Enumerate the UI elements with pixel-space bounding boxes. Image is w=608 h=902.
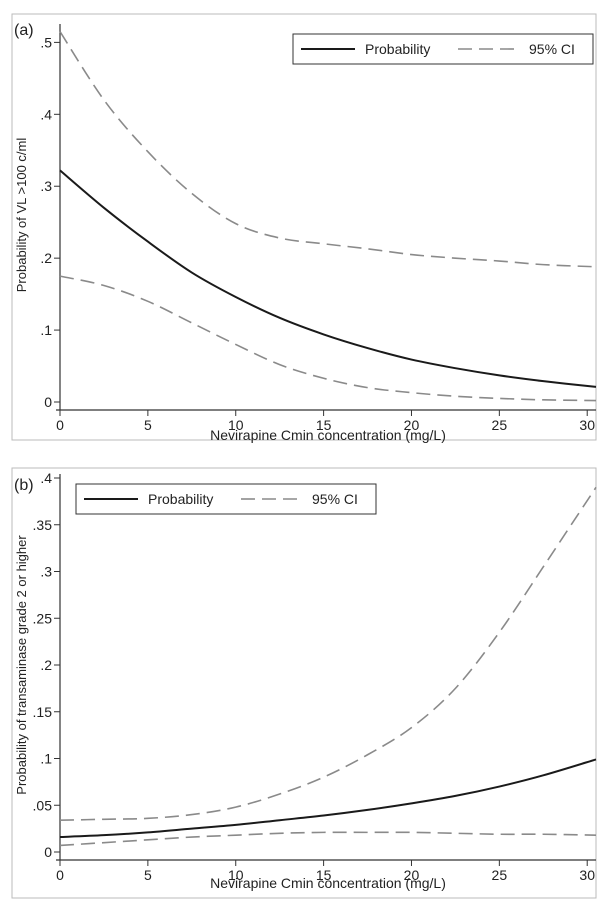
y-tick-label: .3 [40, 178, 52, 194]
x-tick-label: 5 [144, 867, 152, 883]
y-tick-label: .35 [33, 517, 53, 533]
x-tick-label: 20 [404, 867, 420, 883]
legend-label-probability: Probability [365, 41, 430, 57]
series-line-probability [59, 758, 597, 839]
y-tick-label: .4 [40, 470, 52, 486]
x-tick-label: 30 [579, 867, 595, 883]
y-tick-label: 0 [44, 844, 52, 860]
x-tick-label: 25 [492, 867, 508, 883]
series-line-ci-lower [59, 275, 597, 402]
x-tick-label: 10 [228, 417, 244, 433]
legend-box [292, 33, 594, 65]
x-axis-title: Nevirapine Cmin concentration (mg/L) [210, 427, 446, 443]
y-tick-label: .25 [33, 610, 53, 626]
panel-label: (a) [14, 22, 34, 39]
x-tick-label: 0 [56, 867, 64, 883]
legend: Probability 95% CI [75, 483, 377, 515]
x-axis-title: Nevirapine Cmin concentration (mg/L) [210, 875, 446, 891]
x-tick-label: 0 [56, 417, 64, 433]
panel-label: (b) [14, 477, 34, 494]
x-tick-label: 10 [228, 867, 244, 883]
y-axis-title: Probability of VL >100 c/ml [14, 138, 29, 293]
x-tick-label: 15 [316, 867, 332, 883]
panel-frame [11, 467, 597, 899]
y-tick-label: .4 [40, 106, 52, 122]
chart-panel-b: 0 .05 .1 .15 .2 .25 .3 .35 .4 0 5 10 15 20 25 30 Nevirap… [11, 467, 597, 899]
x-tick-label: 20 [404, 417, 420, 433]
y-tick-label: .2 [40, 657, 52, 673]
y-tick-label: .5 [40, 34, 52, 50]
y-tick-label: .2 [40, 250, 52, 266]
y-tick-label: .1 [40, 751, 52, 767]
y-axis-title: Probability of transaminase grade 2 or h… [14, 535, 29, 795]
y-tick-label: .15 [33, 704, 53, 720]
y-tick-label: .1 [40, 322, 52, 338]
legend: Probability 95% CI [292, 33, 594, 65]
series-line-probability [59, 169, 597, 388]
legend-label-ci: 95% CI [529, 41, 575, 57]
y-tick-label: .3 [40, 564, 52, 580]
series-line-ci-upper [59, 31, 597, 268]
x-tick-label: 15 [316, 417, 332, 433]
series-line-ci-lower [59, 831, 597, 847]
legend-label-ci: 95% CI [312, 491, 358, 507]
panel-frame [11, 13, 597, 441]
y-tick-label: .05 [33, 797, 53, 813]
y-tick-label: 0 [44, 394, 52, 410]
x-tick-label: 30 [579, 417, 595, 433]
chart-panel-a: 0 .1 .2 .3 .4 .5 0 5 10 15 20 25 30 Nevirapine Cmin c… [11, 13, 597, 443]
x-tick-label: 5 [144, 417, 152, 433]
x-tick-label: 25 [492, 417, 508, 433]
legend-label-probability: Probability [148, 491, 213, 507]
series-line-ci-upper [59, 486, 597, 822]
